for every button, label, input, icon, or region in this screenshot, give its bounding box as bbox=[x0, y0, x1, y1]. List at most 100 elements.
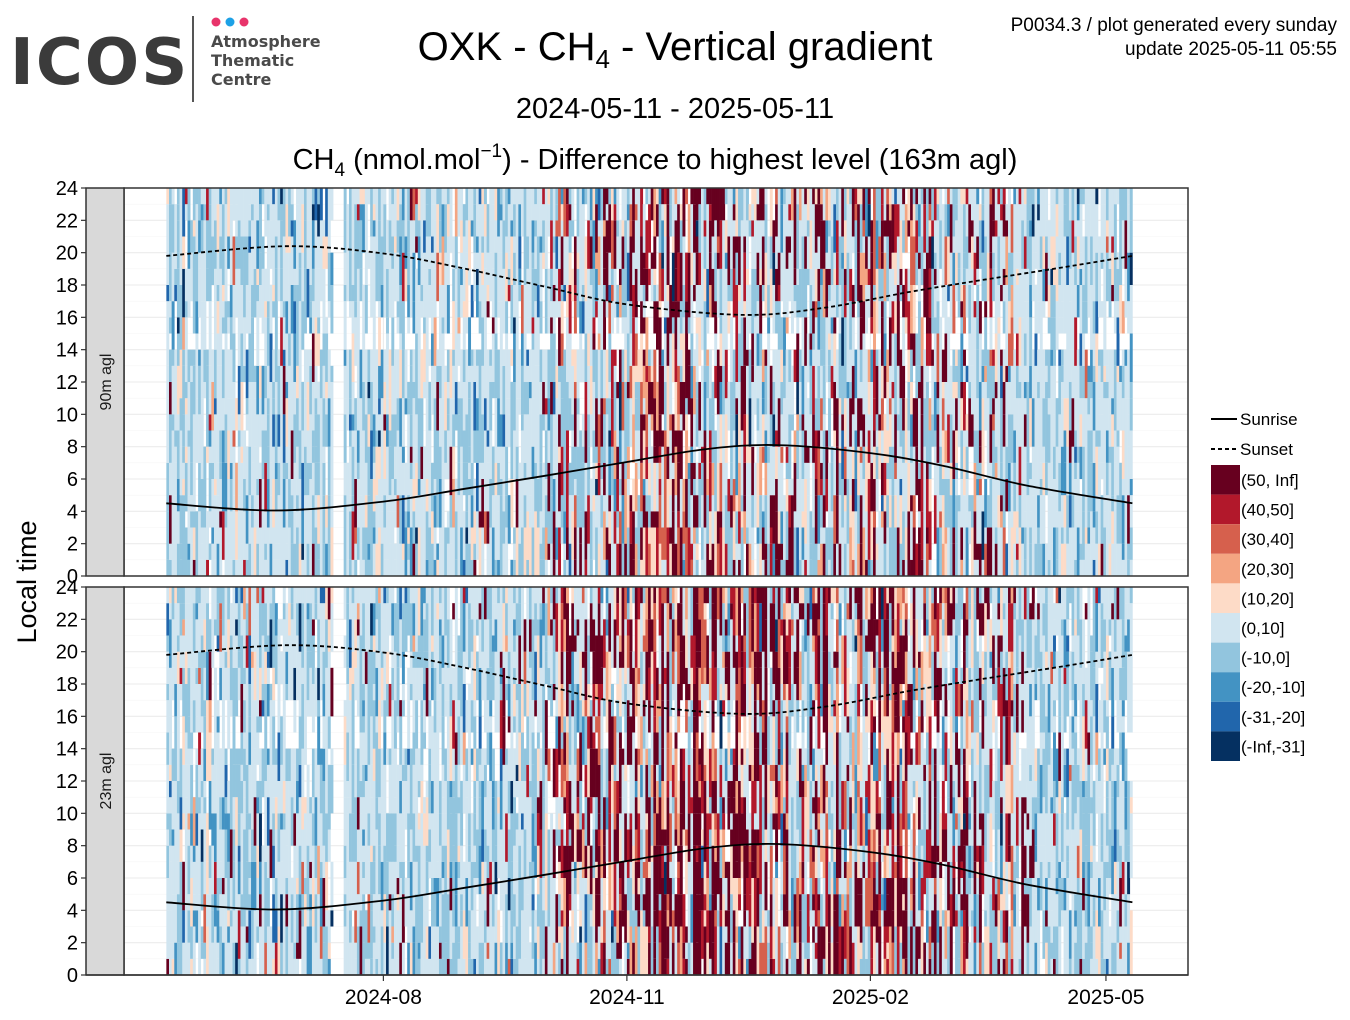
heatmap-cell bbox=[1037, 301, 1041, 334]
heatmap-cell bbox=[1023, 527, 1027, 560]
heatmap-cell bbox=[216, 495, 220, 544]
heatmap-cell bbox=[526, 220, 530, 237]
heatmap-cell bbox=[166, 188, 170, 205]
heatmap-cell bbox=[348, 414, 352, 431]
heatmap-cell bbox=[536, 317, 540, 366]
heatmap-cell bbox=[592, 462, 596, 496]
heatmap-cell bbox=[401, 559, 405, 576]
heatmap-cell bbox=[595, 527, 599, 576]
heatmap-cell bbox=[1079, 365, 1083, 399]
heatmap-cell bbox=[232, 446, 236, 496]
heatmap-cell bbox=[748, 495, 752, 512]
heatmap-cell bbox=[573, 236, 577, 285]
heatmap-cell bbox=[809, 188, 813, 221]
heatmap-cell bbox=[176, 813, 180, 830]
heatmap-cell bbox=[658, 479, 662, 496]
heatmap-cell bbox=[560, 398, 564, 447]
heatmap-cell bbox=[1045, 365, 1049, 382]
heatmap-cell bbox=[616, 511, 620, 528]
heatmap-cell bbox=[685, 301, 689, 334]
heatmap-cell bbox=[584, 511, 588, 560]
heatmap-cell bbox=[796, 188, 800, 205]
heatmap-cell bbox=[976, 204, 980, 237]
heatmap-cell bbox=[200, 527, 204, 544]
heatmap-cell bbox=[224, 188, 228, 205]
heatmap-cell bbox=[351, 684, 355, 733]
heatmap-cell bbox=[221, 204, 225, 253]
heatmap-cell bbox=[645, 268, 649, 302]
heatmap-cell bbox=[253, 910, 257, 943]
heatmap-cell bbox=[187, 716, 191, 749]
heatmap-cell bbox=[282, 587, 286, 604]
heatmap-cell bbox=[661, 188, 665, 205]
heatmap-cell bbox=[298, 651, 302, 668]
heatmap-cell bbox=[391, 204, 395, 237]
heatmap-cell bbox=[756, 285, 760, 302]
heatmap-cell bbox=[431, 204, 434, 237]
heatmap-cell bbox=[931, 414, 935, 447]
heatmap-cell bbox=[624, 349, 628, 382]
heatmap-cell bbox=[701, 268, 704, 318]
heatmap-cell bbox=[1002, 365, 1006, 382]
heatmap-cell bbox=[785, 188, 789, 237]
heatmap-cell bbox=[944, 204, 948, 237]
heatmap-cell bbox=[880, 188, 884, 205]
heatmap-cell bbox=[206, 732, 209, 781]
heatmap-cell bbox=[1026, 543, 1030, 576]
heatmap-cell bbox=[274, 635, 278, 684]
heatmap-cell bbox=[674, 543, 678, 576]
heatmap-cell bbox=[293, 667, 297, 701]
heatmap-cell bbox=[997, 188, 1001, 205]
heatmap-cell bbox=[928, 511, 932, 560]
heatmap-cell bbox=[354, 285, 358, 302]
heatmap-cell bbox=[298, 845, 302, 895]
heatmap-cell bbox=[206, 926, 209, 975]
heatmap-cell bbox=[1121, 188, 1125, 221]
heatmap-cell bbox=[531, 188, 535, 221]
heatmap-cell bbox=[454, 301, 458, 334]
heatmap-cell bbox=[955, 479, 959, 496]
heatmap-cell bbox=[880, 317, 884, 366]
heatmap-cell bbox=[939, 414, 943, 447]
heatmap-cell bbox=[687, 527, 691, 576]
heatmap-cell bbox=[1121, 430, 1125, 479]
heatmap-cell bbox=[1090, 317, 1094, 350]
heatmap-cell bbox=[494, 349, 498, 399]
heatmap-cell bbox=[277, 220, 281, 269]
heatmap-cell bbox=[732, 430, 736, 447]
heatmap-cell bbox=[653, 268, 657, 285]
heatmap-cell bbox=[597, 543, 601, 576]
heatmap-cell bbox=[494, 462, 498, 496]
heatmap-cell bbox=[719, 317, 723, 334]
heatmap-cell bbox=[563, 285, 567, 302]
heatmap-cell bbox=[592, 495, 596, 512]
heatmap-cell bbox=[507, 398, 511, 415]
heatmap-cell bbox=[494, 495, 498, 528]
heatmap-cell bbox=[1002, 349, 1006, 366]
heatmap-cell bbox=[266, 398, 270, 415]
y-axis-label: Local time bbox=[12, 520, 42, 643]
heatmap-cell bbox=[354, 317, 358, 366]
heatmap-cell bbox=[801, 527, 805, 560]
heatmap-cell bbox=[719, 220, 723, 269]
heatmap-cell bbox=[1124, 188, 1128, 221]
heatmap-cell bbox=[587, 333, 591, 366]
heatmap-cell bbox=[947, 317, 951, 366]
heatmap-cell bbox=[285, 559, 289, 576]
heatmap-cell bbox=[618, 511, 622, 544]
heatmap-cell bbox=[176, 781, 180, 814]
heatmap-cell bbox=[550, 188, 554, 221]
heatmap-cell bbox=[941, 220, 945, 253]
heatmap-cell bbox=[491, 268, 495, 318]
heatmap-cell bbox=[690, 398, 694, 447]
heatmap-cell bbox=[1042, 527, 1046, 544]
heatmap-cell bbox=[248, 716, 252, 733]
heatmap-cell bbox=[724, 220, 728, 253]
heatmap-cell bbox=[251, 220, 254, 253]
heatmap-cell bbox=[314, 462, 318, 496]
heatmap-cell bbox=[711, 414, 715, 463]
heatmap-cell bbox=[542, 414, 546, 431]
heatmap-cell bbox=[206, 446, 209, 463]
heatmap-cell bbox=[330, 527, 334, 576]
heatmap-cell bbox=[738, 414, 741, 431]
